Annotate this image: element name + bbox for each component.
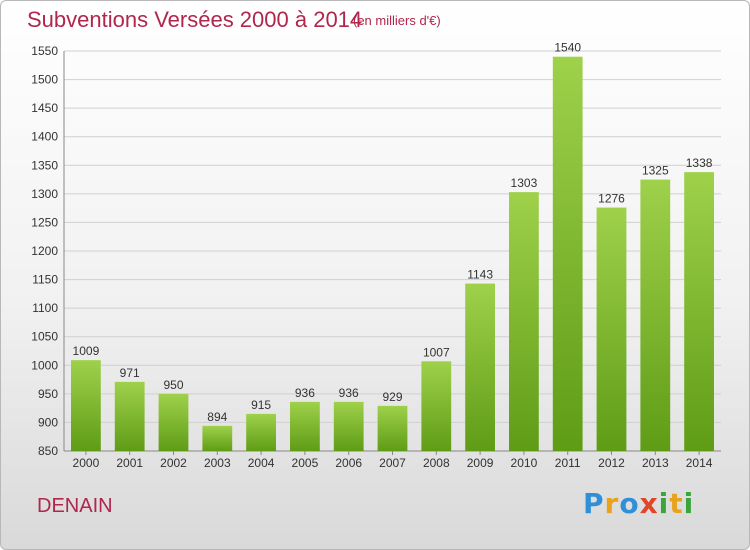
city-name: DENAIN (37, 495, 113, 517)
data-label-2005: 936 (295, 386, 315, 400)
bar-2009 (465, 283, 495, 451)
data-label-2011: 1540 (554, 41, 581, 55)
bar-2011 (552, 56, 583, 451)
bar-2006 (333, 401, 364, 451)
proxiti-logo: Proxiti (583, 487, 695, 520)
bar-2003 (202, 425, 233, 451)
chart-subtitle: (en milliers d'€) (353, 13, 441, 28)
x-tick-label-2004: 2004 (248, 456, 275, 470)
bar-2000 (71, 360, 101, 451)
data-label-2008: 1007 (423, 345, 450, 359)
y-tick-label: 1400 (31, 130, 58, 144)
x-tick-label-2005: 2005 (292, 456, 319, 470)
bar-2014 (684, 172, 714, 451)
y-tick-label: 1150 (32, 273, 58, 287)
data-label-2003: 894 (207, 410, 227, 424)
chart-title: Subventions Versées 2000 à 2014 (27, 7, 363, 32)
bar-2001 (114, 381, 145, 451)
x-tick-label-2001: 2001 (116, 456, 143, 470)
bar-2004 (246, 413, 276, 451)
x-tick-label-2014: 2014 (686, 456, 713, 470)
x-tick-label-2009: 2009 (467, 456, 494, 470)
x-tick-label-2010: 2010 (511, 456, 538, 470)
data-label-2002: 950 (163, 378, 183, 392)
data-label-2006: 936 (339, 386, 359, 400)
y-tick-label: 1550 (31, 44, 58, 58)
bar-2005 (290, 401, 320, 451)
y-tick-label: 900 (38, 415, 58, 429)
data-label-2014: 1338 (686, 156, 713, 170)
y-tick-label: 850 (38, 444, 58, 458)
x-tick-label-2013: 2013 (642, 456, 669, 470)
data-label-2004: 915 (251, 398, 271, 412)
bar-2012 (596, 207, 627, 451)
bar-2002 (158, 393, 189, 451)
data-label-2001: 971 (120, 366, 140, 380)
y-tick-label: 1350 (31, 158, 58, 172)
data-label-2013: 1325 (642, 164, 669, 178)
x-tick-label-2006: 2006 (335, 456, 362, 470)
y-tick-label: 1000 (31, 358, 58, 372)
x-tick-label-2012: 2012 (598, 456, 625, 470)
data-label-2010: 1303 (511, 176, 538, 190)
x-tick-label-2011: 2011 (555, 456, 581, 470)
y-tick-label: 1200 (31, 244, 58, 258)
y-tick-label: 950 (38, 387, 58, 401)
data-label-2012: 1276 (598, 192, 625, 206)
y-tick-label: 1300 (31, 187, 58, 201)
y-tick-label: 1450 (31, 101, 58, 115)
x-tick-label-2000: 2000 (73, 456, 100, 470)
data-label-2007: 929 (382, 390, 402, 404)
x-tick-label-2007: 2007 (379, 456, 406, 470)
bar-2013 (640, 179, 671, 452)
bar-2008 (421, 361, 452, 451)
y-tick-label: 1250 (31, 215, 58, 229)
y-tick-label: 1500 (31, 73, 58, 87)
data-label-2009: 1143 (467, 268, 493, 282)
x-tick-label-2002: 2002 (160, 456, 187, 470)
bar-2010 (509, 192, 539, 451)
bar-2007 (377, 405, 408, 451)
x-tick-label-2008: 2008 (423, 456, 450, 470)
data-label-2000: 1009 (73, 344, 100, 358)
y-tick-label: 1050 (31, 330, 58, 344)
y-tick-label: 1100 (32, 301, 58, 315)
x-tick-label-2003: 2003 (204, 456, 231, 470)
